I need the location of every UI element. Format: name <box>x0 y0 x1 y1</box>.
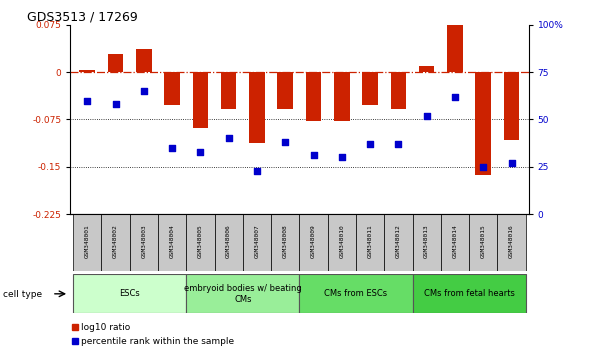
Bar <box>221 72 236 109</box>
Text: GSM348008: GSM348008 <box>283 224 288 258</box>
Bar <box>390 72 406 109</box>
Bar <box>475 72 491 175</box>
Point <box>365 141 375 147</box>
Bar <box>73 274 186 313</box>
Bar <box>334 72 349 121</box>
Bar <box>327 214 356 271</box>
Point <box>337 154 346 160</box>
Point <box>252 168 262 173</box>
Point <box>280 139 290 145</box>
Bar <box>249 72 265 143</box>
Bar <box>497 214 525 271</box>
Point <box>422 113 431 119</box>
Bar <box>419 66 434 72</box>
Text: CMs from ESCs: CMs from ESCs <box>324 289 387 298</box>
Bar <box>130 214 158 271</box>
Point <box>393 141 403 147</box>
Bar <box>299 214 327 271</box>
Point <box>196 149 205 154</box>
Bar <box>73 214 101 271</box>
Text: GSM348001: GSM348001 <box>85 224 90 258</box>
Point <box>507 160 516 166</box>
Point <box>224 136 233 141</box>
Bar <box>469 214 497 271</box>
Text: GSM348002: GSM348002 <box>113 224 118 258</box>
Text: embryoid bodies w/ beating
CMs: embryoid bodies w/ beating CMs <box>184 284 302 303</box>
Bar <box>108 55 123 72</box>
Text: GSM348015: GSM348015 <box>481 224 486 258</box>
Bar <box>441 214 469 271</box>
Point <box>111 102 120 107</box>
Bar <box>447 20 463 72</box>
Bar <box>214 214 243 271</box>
Bar <box>299 274 412 313</box>
Point <box>309 153 318 158</box>
Bar <box>158 214 186 271</box>
Text: cell type: cell type <box>3 290 42 299</box>
Point <box>82 98 92 103</box>
Bar <box>186 214 214 271</box>
Text: GSM348010: GSM348010 <box>339 224 345 258</box>
Text: GSM348007: GSM348007 <box>254 224 260 258</box>
Text: GSM348012: GSM348012 <box>396 224 401 258</box>
Text: GSM348013: GSM348013 <box>424 224 429 258</box>
Text: GSM348004: GSM348004 <box>170 224 175 258</box>
Bar <box>136 50 152 72</box>
Bar <box>384 214 412 271</box>
Legend: log10 ratio, percentile rank within the sample: log10 ratio, percentile rank within the … <box>68 320 238 349</box>
Bar <box>243 214 271 271</box>
Bar <box>306 72 321 121</box>
Bar <box>164 72 180 105</box>
Text: GSM348006: GSM348006 <box>226 224 231 258</box>
Bar <box>192 72 208 128</box>
Bar <box>356 214 384 271</box>
Point <box>139 88 148 94</box>
Point <box>450 94 460 99</box>
Text: GSM348016: GSM348016 <box>509 224 514 258</box>
Text: GSM348005: GSM348005 <box>198 224 203 258</box>
Text: GSM348003: GSM348003 <box>141 224 146 258</box>
Text: GSM348011: GSM348011 <box>368 224 373 258</box>
Bar <box>412 274 525 313</box>
Text: GDS3513 / 17269: GDS3513 / 17269 <box>27 11 137 24</box>
Bar <box>101 214 130 271</box>
Bar <box>271 214 299 271</box>
Bar <box>79 70 95 72</box>
Text: CMs from fetal hearts: CMs from fetal hearts <box>423 289 514 298</box>
Point <box>167 145 177 151</box>
Bar <box>186 274 299 313</box>
Text: GSM348014: GSM348014 <box>453 224 458 258</box>
Bar <box>412 214 441 271</box>
Point <box>478 164 488 170</box>
Bar <box>277 72 293 109</box>
Text: GSM348009: GSM348009 <box>311 224 316 258</box>
Bar <box>362 72 378 105</box>
Text: ESCs: ESCs <box>119 289 140 298</box>
Bar <box>503 72 519 140</box>
